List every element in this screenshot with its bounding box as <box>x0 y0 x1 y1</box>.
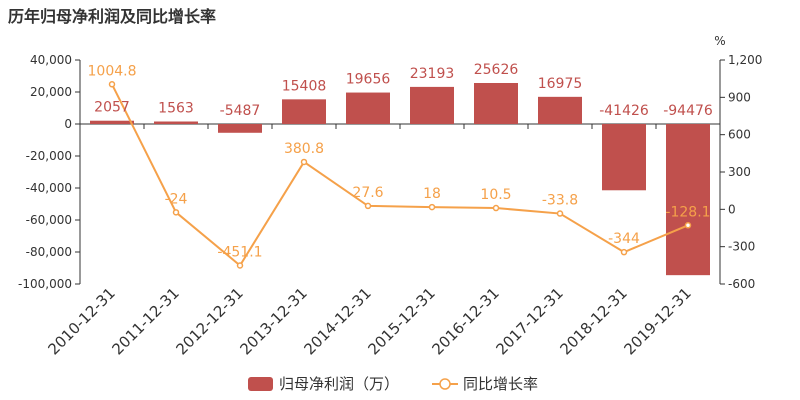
bar[interactable] <box>474 82 518 124</box>
right-tick-label: 600 <box>728 128 751 142</box>
line-point[interactable] <box>364 202 372 210</box>
line-point[interactable] <box>556 210 564 217</box>
line-point[interactable] <box>492 204 500 212</box>
line-point[interactable] <box>300 158 308 166</box>
bar[interactable] <box>666 124 710 276</box>
bar[interactable] <box>218 124 262 133</box>
x-tick-label: 2011-12-31 <box>108 284 182 358</box>
bar-value-label: -5487 <box>220 103 261 119</box>
x-tick-label: 2013-12-31 <box>236 284 310 358</box>
legend-line-label: 同比增长率 <box>463 375 538 393</box>
bar-value-label: -41426 <box>599 103 649 119</box>
line-value-label: 27.6 <box>352 185 383 201</box>
x-tick-label: 2010-12-31 <box>44 284 118 358</box>
right-tick-label: 900 <box>728 90 751 104</box>
bar[interactable] <box>602 124 646 191</box>
bar-value-label: 25626 <box>474 62 519 78</box>
legend-item-line[interactable]: 同比增长率 <box>432 375 538 393</box>
left-tick-label: 0 <box>64 117 72 131</box>
line-value-label: -24 <box>165 191 188 207</box>
bar-value-label: 15408 <box>282 78 327 94</box>
bar[interactable] <box>154 121 198 124</box>
legend-bar-label: 归母净利润（万） <box>279 375 399 393</box>
bar[interactable] <box>90 120 134 124</box>
line-value-label: -33.8 <box>542 193 578 209</box>
growth-line <box>111 83 689 267</box>
line-point[interactable] <box>684 222 692 229</box>
left-tick-label: -80,000 <box>26 245 72 259</box>
bar[interactable] <box>346 92 390 124</box>
legend-bar-swatch <box>248 377 273 391</box>
legend-item-bar[interactable]: 归母净利润（万） <box>248 375 399 393</box>
legend[interactable]: 归母净利润（万） 同比增长率 <box>248 375 538 393</box>
x-tick-label: 2015-12-31 <box>364 284 438 358</box>
data-labels: 2057 1563 -5487 15408 19656 23193 25626 16975 -4… <box>88 62 713 260</box>
bar-value-label: 16975 <box>538 76 583 92</box>
right-tick-label: 1,200 <box>728 53 762 67</box>
line-value-label: -344 <box>608 231 640 247</box>
bar-series <box>90 82 710 276</box>
bar-value-label: 1563 <box>158 100 194 116</box>
line-series <box>108 81 692 269</box>
right-tick-label: -600 <box>728 277 755 291</box>
x-tick-label: 2012-12-31 <box>172 284 246 358</box>
bar[interactable] <box>282 99 326 124</box>
bar[interactable] <box>538 96 582 124</box>
left-tick-label: -40,000 <box>26 181 72 195</box>
x-tick-label: 2016-12-31 <box>428 284 502 358</box>
line-point[interactable] <box>236 262 244 269</box>
right-tick-label: 0 <box>728 202 736 216</box>
line-point[interactable] <box>172 209 180 216</box>
line-value-label: 18 <box>423 186 441 202</box>
bar-value-label: 2057 <box>94 100 130 116</box>
line-value-label: -128.1 <box>665 204 710 220</box>
right-tick-label: 300 <box>728 165 751 179</box>
left-tick-label: -100,000 <box>18 277 72 291</box>
x-tick-label: 2019-12-31 <box>620 284 694 358</box>
line-point[interactable] <box>428 203 436 211</box>
bar[interactable] <box>410 86 454 124</box>
line-point[interactable] <box>108 81 116 88</box>
left-tick-label: 40,000 <box>30 53 72 67</box>
line-value-label: 380.8 <box>284 141 324 157</box>
x-tick-label: 2017-12-31 <box>492 284 566 358</box>
line-value-label: -451.1 <box>217 244 262 260</box>
bar-value-label: -94476 <box>663 103 713 119</box>
bar-value-label: 19656 <box>346 72 391 88</box>
right-axis-unit: % <box>714 34 725 48</box>
right-tick-label: -300 <box>728 240 755 254</box>
left-tick-label: 20,000 <box>30 85 72 99</box>
x-tick-label: 2014-12-31 <box>300 284 374 358</box>
line-value-label: 10.5 <box>480 187 511 203</box>
left-tick-label: -60,000 <box>26 213 72 227</box>
x-tick-label: 2018-12-31 <box>556 284 630 358</box>
line-value-label: 1004.8 <box>88 63 137 79</box>
chart-title: 历年归母净利润及同比增长率 <box>8 7 216 26</box>
legend-line-marker <box>439 378 451 390</box>
left-tick-label: -20,000 <box>26 149 72 163</box>
line-point[interactable] <box>620 248 628 256</box>
bar-value-label: 23193 <box>410 66 455 82</box>
